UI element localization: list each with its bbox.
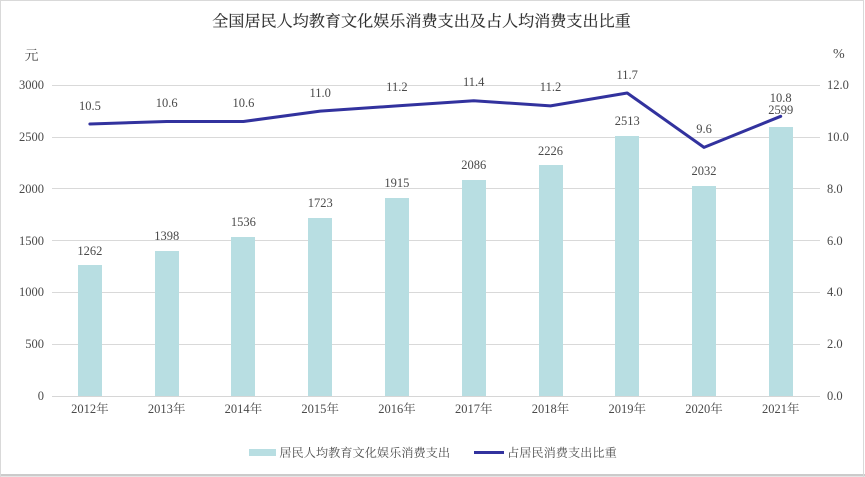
svg-text:2020: 2020 — [685, 402, 710, 416]
svg-text:2013: 2013 — [148, 402, 173, 416]
svg-text:2019: 2019 — [608, 402, 633, 416]
svg-text:2016: 2016 — [378, 402, 403, 416]
svg-text:2021: 2021 — [762, 402, 787, 416]
svg-text:2018: 2018 — [532, 402, 557, 416]
svg-text:2015: 2015 — [301, 402, 326, 416]
svg-text:2014: 2014 — [225, 402, 251, 416]
svg-text:2012: 2012 — [71, 402, 96, 416]
svg-text:2017: 2017 — [455, 402, 480, 416]
